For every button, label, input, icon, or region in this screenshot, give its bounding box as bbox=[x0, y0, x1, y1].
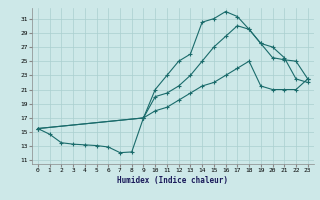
X-axis label: Humidex (Indice chaleur): Humidex (Indice chaleur) bbox=[117, 176, 228, 185]
